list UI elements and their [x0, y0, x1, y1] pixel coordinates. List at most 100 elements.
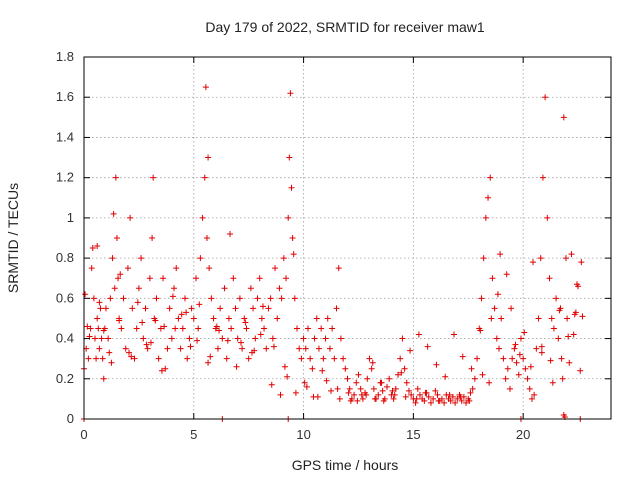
data-point [416, 391, 423, 398]
data-point [345, 389, 352, 396]
data-point [228, 325, 235, 332]
data-point [178, 311, 185, 318]
data-point [323, 377, 330, 384]
data-point [402, 393, 409, 400]
data-point [216, 327, 223, 334]
data-point [331, 355, 338, 362]
data-point [457, 393, 464, 400]
data-point [158, 367, 165, 374]
data-point [517, 335, 524, 342]
data-point [578, 259, 585, 266]
data-point [91, 335, 98, 342]
data-point [113, 235, 120, 241]
data-point [390, 395, 397, 402]
data-point [256, 275, 263, 282]
data-point [318, 325, 325, 332]
data-point [344, 375, 351, 382]
data-point [217, 305, 224, 312]
data-point [570, 331, 577, 338]
data-point [84, 323, 91, 330]
data-point [537, 255, 544, 262]
data-point [206, 265, 213, 272]
data-point [415, 331, 422, 338]
data-point [354, 397, 361, 404]
y-tick-label: 1.2 [56, 170, 74, 185]
data-point [175, 315, 182, 322]
data-point [146, 275, 153, 282]
data-point [521, 329, 528, 336]
x-tick-label: 0 [80, 427, 87, 442]
data-point [434, 391, 441, 398]
data-point [466, 397, 473, 404]
data-point [391, 391, 398, 398]
data-point [254, 295, 261, 302]
data-point [512, 341, 519, 348]
data-point [322, 335, 329, 342]
data-point [292, 389, 299, 396]
data-point [334, 385, 341, 392]
data-point [194, 337, 201, 344]
data-point [97, 305, 104, 312]
data-point [267, 295, 274, 302]
x-tick-label: 15 [406, 427, 420, 442]
data-point [477, 327, 484, 334]
data-point [224, 337, 231, 344]
y-tick-label: 0.6 [56, 290, 74, 305]
data-point [280, 255, 287, 262]
data-point [207, 353, 214, 360]
data-point [116, 317, 123, 324]
data-point [573, 281, 580, 288]
data-point [515, 371, 522, 378]
data-point [172, 325, 179, 332]
y-tick-label: 1.4 [56, 129, 74, 144]
data-point [161, 323, 168, 330]
data-point [258, 315, 265, 322]
data-point [353, 379, 360, 386]
data-point [290, 251, 297, 258]
data-point [236, 295, 243, 302]
data-point [301, 379, 308, 386]
data-point [100, 327, 107, 334]
data-point [214, 345, 221, 352]
data-point [364, 375, 371, 382]
data-point [413, 395, 420, 402]
data-point [524, 375, 531, 382]
data-point [486, 379, 493, 386]
data-point [82, 291, 89, 298]
data-point [166, 305, 173, 312]
data-point [147, 339, 154, 346]
data-point [96, 345, 103, 352]
data-point [252, 335, 259, 342]
y-tick-label: 1 [67, 210, 74, 225]
data-point [370, 385, 377, 392]
data-point [542, 94, 549, 101]
data-point [230, 275, 237, 282]
data-point [559, 375, 566, 382]
data-point [346, 385, 353, 392]
data-point [500, 355, 507, 362]
data-point [171, 285, 178, 292]
y-tick-label: 0.4 [56, 331, 74, 346]
data-point [195, 325, 202, 332]
data-point [110, 210, 117, 217]
data-point [340, 355, 347, 362]
data-point [313, 315, 320, 322]
data-point [558, 355, 565, 362]
data-point [403, 379, 410, 386]
data-point [155, 355, 162, 362]
data-point [401, 365, 408, 372]
data-point [296, 345, 303, 352]
y-tick-label: 1.6 [56, 89, 74, 104]
data-point [329, 325, 336, 332]
data-point [95, 325, 102, 332]
data-point [105, 335, 112, 342]
axis-ticks [83, 56, 611, 420]
data-point [498, 315, 505, 322]
data-point [430, 395, 437, 402]
data-point [94, 243, 101, 250]
data-point [427, 399, 434, 406]
data-point [259, 303, 266, 310]
data-point [168, 335, 175, 342]
data-point [202, 84, 209, 91]
